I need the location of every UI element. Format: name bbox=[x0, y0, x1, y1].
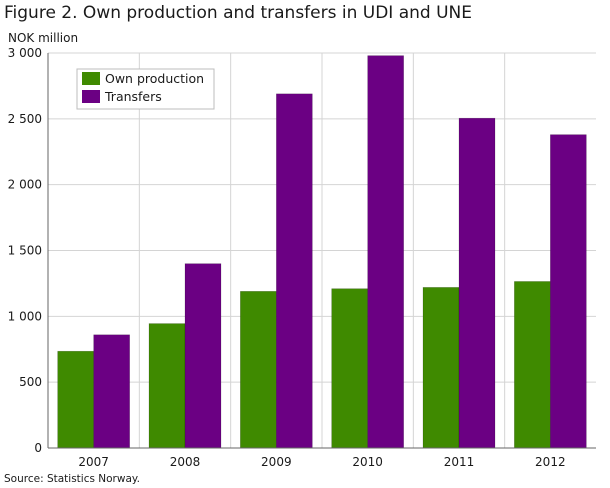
x-tick-label: 2009 bbox=[261, 455, 292, 469]
grid-layer bbox=[48, 52, 596, 449]
x-tick-label: 2012 bbox=[535, 455, 566, 469]
bar-own-production-2007 bbox=[57, 350, 94, 449]
bar-own-production-2012 bbox=[514, 281, 551, 449]
x-tick-label: 2011 bbox=[444, 455, 475, 469]
legend-swatch-transfers bbox=[82, 90, 100, 103]
y-tick-label: 500 bbox=[19, 375, 42, 389]
y-axis-unit-label: NOK million bbox=[8, 31, 79, 45]
y-tick-label: 1 500 bbox=[8, 244, 42, 258]
y-tick-label: 2 000 bbox=[8, 178, 42, 192]
y-tick-label: 1 000 bbox=[8, 309, 42, 323]
bar-own-production-2011 bbox=[422, 287, 460, 449]
bar-own-production-2008 bbox=[148, 323, 186, 449]
chart-title: Figure 2. Own production and transfers i… bbox=[4, 3, 473, 23]
legend-swatch-own-production bbox=[82, 72, 100, 85]
x-tick-label: 2010 bbox=[352, 455, 383, 469]
y-tick-label: 0 bbox=[34, 441, 42, 455]
bar-transfers-2010 bbox=[367, 55, 404, 449]
legend: Own production Transfers bbox=[76, 68, 215, 110]
source-note: Source: Statistics Norway. bbox=[4, 473, 140, 485]
axis-layer: 0 500 1 000 1 500 2 000 2 500 3 000 2007 2008 200… bbox=[8, 46, 596, 469]
bar-own-production-2009 bbox=[240, 291, 277, 449]
bar-transfers-2011 bbox=[458, 117, 496, 449]
y-tick-label: 3 000 bbox=[8, 46, 42, 60]
y-tick-label: 2 500 bbox=[8, 112, 42, 126]
bar-chart: 0 500 1 000 1 500 2 000 2 500 3 000 2007 2008 200… bbox=[8, 46, 596, 469]
bar-transfers-2012 bbox=[550, 134, 587, 449]
bar-transfers-2008 bbox=[184, 263, 222, 449]
legend-label-own-production: Own production bbox=[105, 71, 204, 86]
bar-own-production-2010 bbox=[331, 288, 368, 449]
bar-transfers-2009 bbox=[276, 93, 313, 449]
legend-label-transfers: Transfers bbox=[104, 89, 162, 104]
bar-transfers-2007 bbox=[93, 334, 130, 449]
bars-layer bbox=[57, 55, 587, 449]
x-tick-label: 2007 bbox=[78, 455, 109, 469]
x-tick-label: 2008 bbox=[170, 455, 201, 469]
